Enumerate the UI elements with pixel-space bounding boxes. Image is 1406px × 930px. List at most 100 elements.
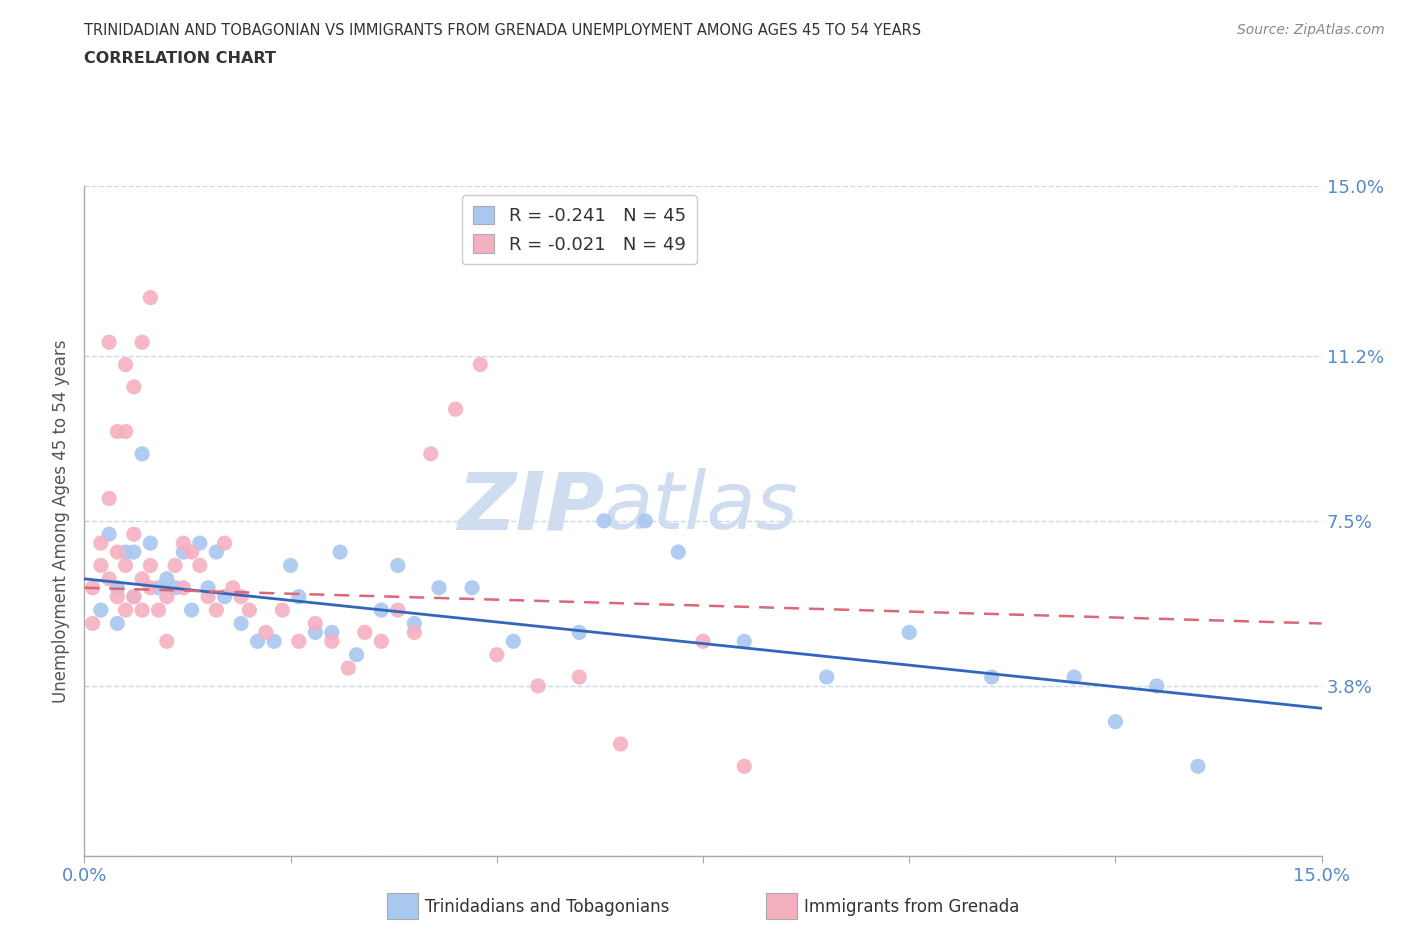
Point (105, 590, 128, 604)
Point (214, 536, 236, 551)
Point (370, 603, 392, 618)
Point (172, 536, 194, 551)
Point (122, 590, 145, 604)
Point (114, 603, 136, 618)
Point (122, 526, 145, 541)
Point (114, 558, 136, 573)
Point (98, 571, 121, 586)
Point (263, 634, 285, 649)
Point (370, 634, 392, 649)
Point (82, 616, 104, 631)
Point (329, 545, 352, 560)
Point (337, 660, 360, 675)
Point (280, 558, 302, 573)
Point (139, 290, 162, 305)
Point (90, 603, 112, 618)
Point (527, 679, 550, 694)
Point (271, 603, 294, 618)
Point (172, 545, 194, 560)
Point (131, 335, 153, 350)
Point (122, 379, 145, 394)
Legend: R = -0.241   N = 45, R = -0.021   N = 49: R = -0.241 N = 45, R = -0.021 N = 49 (461, 195, 697, 264)
Point (568, 670, 591, 684)
Point (229, 590, 252, 604)
Point (105, 545, 128, 560)
Y-axis label: Unemployment Among Ages 45 to 54 years: Unemployment Among Ages 45 to 54 years (52, 339, 70, 702)
Point (148, 580, 170, 595)
Point (105, 580, 128, 595)
Point (980, 670, 1002, 684)
Point (485, 647, 508, 662)
Text: Source: ZipAtlas.com: Source: ZipAtlas.com (1237, 23, 1385, 37)
Point (1146, 679, 1168, 694)
Point (214, 590, 236, 604)
Point (593, 513, 616, 528)
Point (172, 580, 194, 595)
Point (470, 357, 492, 372)
Point (444, 402, 467, 417)
Point (229, 616, 252, 631)
Point (90, 536, 112, 551)
Point (156, 590, 179, 604)
Point (246, 634, 269, 649)
Point (139, 580, 162, 595)
Point (180, 545, 202, 560)
Text: ZIP: ZIP (457, 469, 605, 547)
Point (898, 625, 921, 640)
Point (131, 446, 153, 461)
Point (733, 634, 755, 649)
Point (197, 590, 219, 604)
Point (1063, 670, 1085, 684)
Point (139, 536, 162, 551)
Point (609, 737, 631, 751)
Point (461, 580, 484, 595)
Point (346, 647, 368, 662)
Point (90, 558, 112, 573)
Point (222, 580, 245, 595)
Text: atlas: atlas (605, 469, 799, 547)
Point (733, 759, 755, 774)
Point (1104, 714, 1126, 729)
Point (188, 536, 211, 551)
Point (139, 558, 162, 573)
Point (114, 357, 136, 372)
Point (188, 558, 211, 573)
Point (502, 634, 524, 649)
Point (105, 616, 128, 631)
Point (404, 625, 426, 640)
Point (692, 634, 714, 649)
Point (82, 580, 104, 595)
Point (122, 545, 145, 560)
Point (427, 580, 450, 595)
Point (304, 616, 326, 631)
Point (205, 603, 228, 618)
Point (114, 545, 136, 560)
Point (165, 580, 187, 595)
Point (105, 424, 128, 439)
Point (180, 603, 202, 618)
Point (148, 603, 170, 618)
Point (321, 634, 343, 649)
Point (304, 625, 326, 640)
Point (156, 571, 179, 586)
Point (387, 558, 409, 573)
Point (288, 634, 311, 649)
Point (98, 335, 121, 350)
Point (197, 580, 219, 595)
Point (288, 590, 311, 604)
Point (815, 670, 838, 684)
Point (131, 571, 153, 586)
Text: TRINIDADIAN AND TOBAGONIAN VS IMMIGRANTS FROM GRENADA UNEMPLOYMENT AMONG AGES 45: TRINIDADIAN AND TOBAGONIAN VS IMMIGRANTS… (84, 23, 921, 38)
Point (1187, 759, 1209, 774)
Text: Immigrants from Grenada: Immigrants from Grenada (804, 897, 1019, 916)
Point (98, 491, 121, 506)
Point (114, 424, 136, 439)
Point (634, 513, 657, 528)
Point (205, 545, 228, 560)
Point (98, 526, 121, 541)
Point (419, 446, 441, 461)
Text: CORRELATION CHART: CORRELATION CHART (84, 51, 276, 66)
Point (404, 616, 426, 631)
Point (321, 625, 343, 640)
Point (353, 625, 375, 640)
